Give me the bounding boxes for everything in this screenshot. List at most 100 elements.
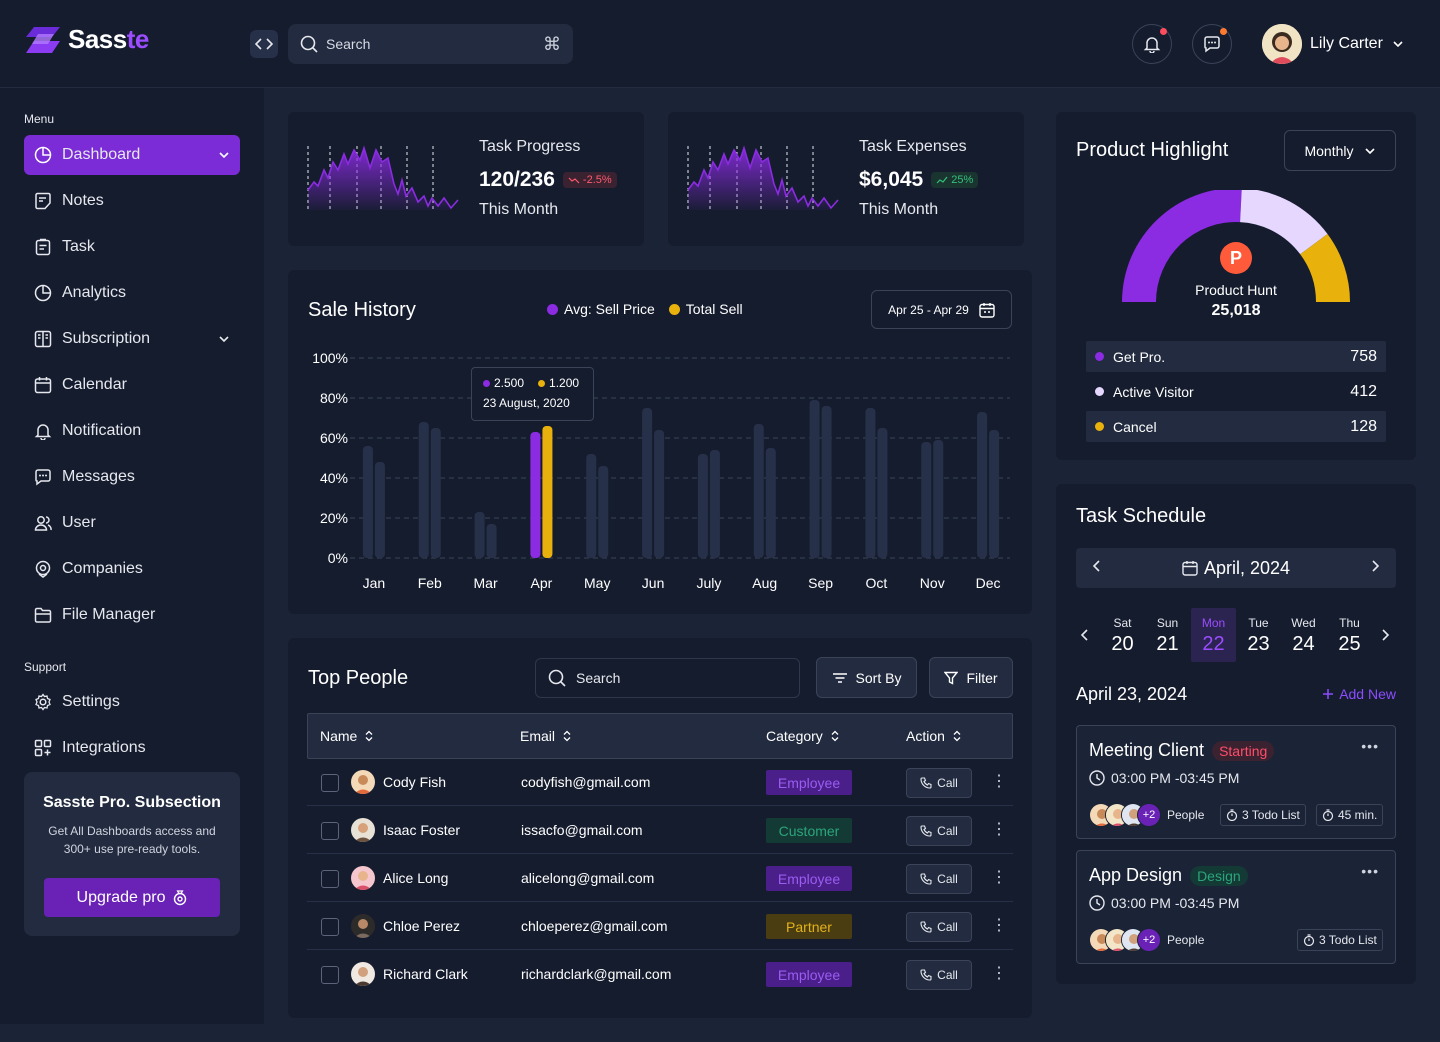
- call-button[interactable]: Call: [906, 864, 972, 894]
- filter-button[interactable]: Filter: [929, 657, 1013, 698]
- plus-icon: [1323, 689, 1334, 699]
- upgrade-pro-button[interactable]: Upgrade pro: [44, 878, 220, 917]
- person-name: Alice Long: [383, 870, 449, 886]
- bar-dec-2: [989, 430, 1000, 558]
- gauge-segment-get-pro: [1122, 190, 1242, 302]
- x-tick-label: Oct: [866, 575, 888, 591]
- avatar: [351, 770, 375, 794]
- x-tick-label: Apr: [531, 575, 553, 591]
- row-checkbox[interactable]: [321, 870, 339, 888]
- brand-logo[interactable]: Sasste: [24, 24, 149, 55]
- bar-feb-2: [430, 428, 441, 558]
- more-options-icon[interactable]: •••: [1361, 863, 1379, 879]
- chevron-down-icon: [1393, 41, 1403, 48]
- sidebar-item-messages[interactable]: Messages: [24, 457, 240, 497]
- y-tick-label: 100%: [312, 350, 348, 366]
- collapse-sidebar-button[interactable]: [250, 30, 278, 58]
- add-new-button[interactable]: Add New: [1323, 686, 1396, 702]
- column-header-email[interactable]: Email: [520, 728, 571, 744]
- sidebar-item-notification[interactable]: Notification: [24, 411, 240, 451]
- gear-icon: [35, 693, 51, 711]
- row-checkbox[interactable]: [321, 918, 339, 936]
- sidebar-item-calendar[interactable]: Calendar: [24, 365, 240, 405]
- period-select[interactable]: Monthly: [1284, 130, 1396, 171]
- column-header-action[interactable]: Action: [906, 728, 961, 744]
- notification-dot: [1160, 28, 1167, 35]
- more-options-icon[interactable]: •••: [1361, 738, 1379, 754]
- row-checkbox[interactable]: [321, 966, 339, 984]
- prev-month-button[interactable]: [1092, 559, 1102, 573]
- sidebar-item-integrations[interactable]: Integrations: [24, 728, 240, 768]
- people-search[interactable]: [535, 658, 800, 698]
- x-tick-label: Jun: [642, 575, 665, 591]
- call-button[interactable]: Call: [906, 960, 972, 990]
- user-menu[interactable]: Lily Carter: [1262, 24, 1405, 64]
- sidebar-item-file-manager[interactable]: File Manager: [24, 595, 240, 635]
- task-card[interactable]: App Design Design ••• 03:00 PM -03:45 PM …: [1076, 850, 1396, 964]
- more-options-icon[interactable]: ⋮: [991, 869, 1007, 886]
- legend-avg-sell-price[interactable]: Avg: Sell Price: [547, 301, 655, 317]
- notification-button[interactable]: [1132, 24, 1172, 64]
- sidebar-item-companies[interactable]: Companies: [24, 549, 240, 589]
- avatar: [351, 962, 375, 986]
- person-name: Isaac Foster: [383, 822, 461, 838]
- call-button[interactable]: Call: [906, 768, 972, 798]
- day-sat[interactable]: Sat 20: [1111, 616, 1134, 655]
- prev-days-button[interactable]: [1080, 628, 1090, 642]
- task-time: 03:00 PM -03:45 PM: [1089, 895, 1239, 911]
- sidebar: Menu Dashboard Notes Task Analytics Subs…: [0, 88, 264, 1024]
- row-checkbox[interactable]: [321, 822, 339, 840]
- call-button[interactable]: Call: [906, 816, 972, 846]
- global-search[interactable]: ⌘: [288, 24, 573, 64]
- day-wed[interactable]: Wed 24: [1291, 616, 1316, 655]
- task-card[interactable]: Meeting Client Starting ••• 03:00 PM -03:…: [1076, 725, 1396, 839]
- sale-history-card: Sale History Avg: Sell Price Total Sell …: [288, 270, 1032, 614]
- day-tue[interactable]: Tue 23: [1247, 616, 1270, 655]
- date-range-picker[interactable]: Apr 25 - Apr 29: [871, 290, 1012, 329]
- day-thu[interactable]: Thu 25: [1338, 616, 1361, 655]
- chevron-left-icon: [1092, 560, 1100, 572]
- code-brackets-icon: [255, 38, 273, 50]
- day-mon[interactable]: Mon 22: [1191, 608, 1236, 662]
- avatar: [351, 818, 375, 842]
- next-days-button[interactable]: [1380, 628, 1390, 642]
- column-header-name[interactable]: Name: [320, 728, 373, 744]
- sort-by-button[interactable]: Sort By: [816, 657, 917, 698]
- sidebar-item-label: Settings: [62, 693, 120, 710]
- next-month-button[interactable]: [1370, 559, 1380, 573]
- product-highlight-card: Product Highlight Monthly P Product Hunt…: [1056, 112, 1416, 460]
- calendar-icon: [1182, 561, 1198, 576]
- sidebar-item-analytics[interactable]: Analytics: [24, 273, 240, 313]
- legend-total-sell[interactable]: Total Sell: [668, 301, 743, 317]
- sidebar-item-task[interactable]: Task: [24, 227, 240, 267]
- brand-name: Sasste: [68, 24, 149, 54]
- chevron-down-icon: [219, 152, 229, 159]
- category-badge: Employee: [766, 962, 852, 987]
- more-options-icon[interactable]: ⋮: [991, 773, 1007, 790]
- column-header-category[interactable]: Category: [766, 728, 839, 744]
- day-sun[interactable]: Sun 21: [1156, 616, 1179, 655]
- chevron-down-icon: [219, 336, 229, 343]
- call-button[interactable]: Call: [906, 912, 972, 942]
- sidebar-item-user[interactable]: User: [24, 503, 240, 543]
- row-checkbox[interactable]: [321, 774, 339, 792]
- sidebar-item-settings[interactable]: Settings: [24, 682, 240, 722]
- message-dot: [1220, 28, 1227, 35]
- phone-icon: [920, 825, 932, 837]
- people-search-input[interactable]: [576, 670, 787, 686]
- y-tick-label: 0%: [328, 550, 348, 566]
- sidebar-item-notes[interactable]: Notes: [24, 181, 240, 221]
- timer-icon: [1226, 809, 1238, 821]
- person-email: codyfish@gmail.com: [521, 774, 651, 790]
- task-time: 03:00 PM -03:45 PM: [1089, 770, 1239, 786]
- messages-button[interactable]: [1192, 24, 1232, 64]
- people-label: People: [1167, 933, 1205, 947]
- global-search-input[interactable]: [326, 36, 535, 52]
- avatar: [351, 914, 375, 938]
- sidebar-item-subscription[interactable]: Subscription: [24, 319, 240, 359]
- more-options-icon[interactable]: ⋮: [991, 821, 1007, 838]
- sidebar-item-dashboard[interactable]: Dashboard: [24, 135, 240, 175]
- more-options-icon[interactable]: ⋮: [991, 917, 1007, 934]
- more-options-icon[interactable]: ⋮: [991, 965, 1007, 982]
- top-bar: Sasste ⌘ Lily Carter: [0, 0, 1440, 88]
